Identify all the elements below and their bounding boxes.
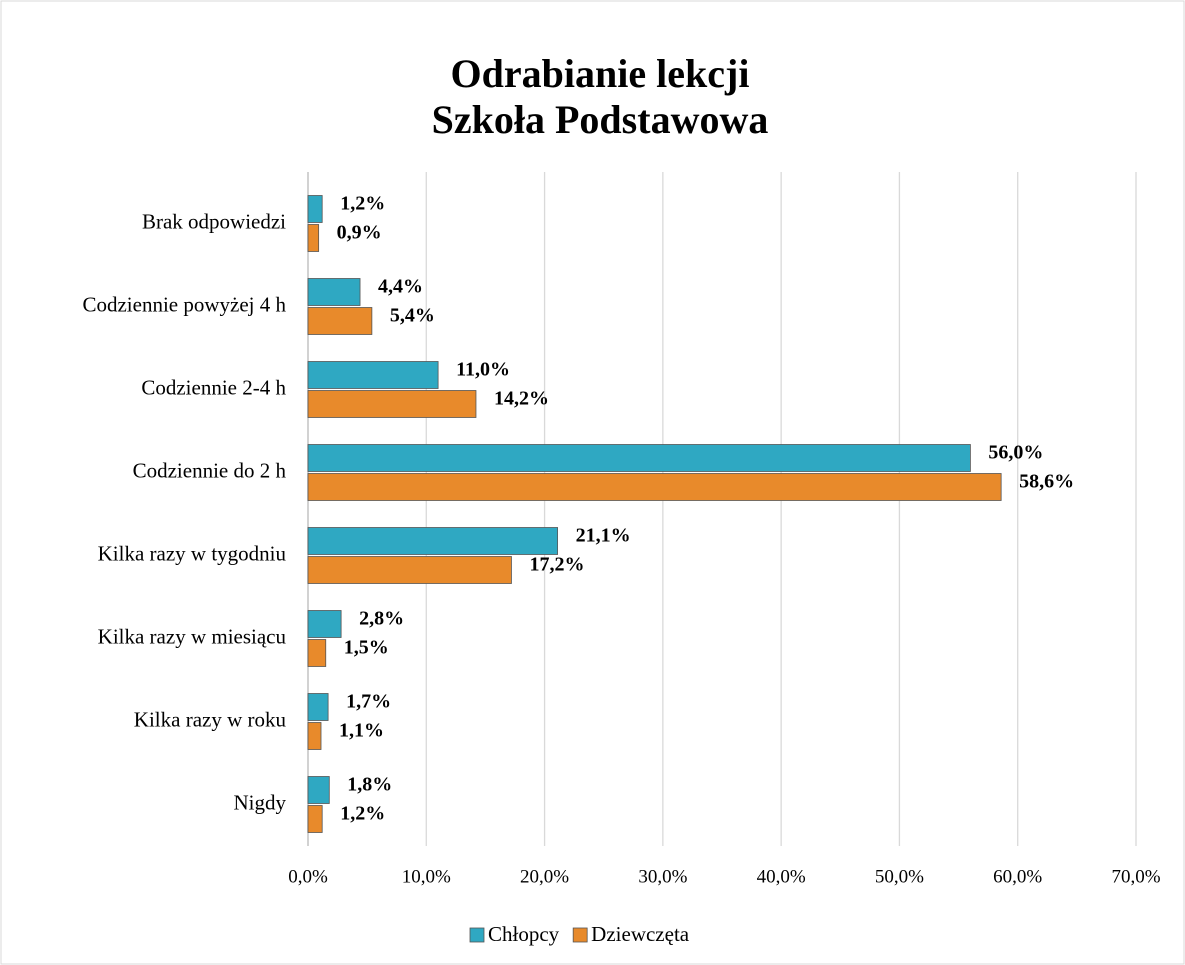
value-label: 17,2% [529,554,584,576]
y-tick-label: Codziennie 2-4 h [141,375,286,399]
value-label: 1,7% [346,691,391,713]
bar [307,556,512,584]
bar [307,307,373,335]
x-tick-label: 70,0% [1111,866,1160,887]
bar [307,639,327,667]
bar [307,278,361,306]
bar [307,224,320,252]
x-tick-label: 30,0% [638,866,687,887]
bar [307,805,323,833]
legend-label: Dziewczęta [591,922,690,946]
value-label: 5,4% [390,305,435,327]
value-label: 1,8% [347,774,392,796]
bar [307,444,971,472]
y-tick-label: Codziennie powyżej 4 h [82,292,286,316]
y-tick-label: Nigdy [234,790,287,814]
bar [307,195,323,223]
bar [307,390,477,418]
y-tick-label: Kilka razy w tygodniu [98,541,287,565]
y-tick-label: Brak odpowiedzi [142,209,286,233]
bar [307,693,329,721]
x-tick-label: 40,0% [757,866,806,887]
chart-title: Odrabianie lekcji [451,51,750,96]
bar [307,527,558,555]
bar [307,722,322,750]
value-label: 1,2% [340,193,385,215]
x-tick-label: 0,0% [288,866,328,887]
value-label: 1,1% [339,720,384,742]
bar [307,361,439,389]
y-tick-label: Kilka razy w roku [134,707,287,731]
value-label: 4,4% [378,276,423,298]
value-label: 1,2% [340,803,385,825]
y-tick-label: Kilka razy w miesiącu [98,624,287,648]
value-label: 58,6% [1019,471,1074,493]
value-label: 21,1% [576,525,631,547]
legend-swatch [469,927,485,943]
value-label: 1,5% [344,637,389,659]
value-label: 2,8% [359,608,404,630]
legend-label: Chłopcy [488,922,560,946]
bar [307,776,330,804]
legend-swatch [572,927,588,943]
x-tick-label: 60,0% [993,866,1042,887]
value-label: 56,0% [988,442,1043,464]
x-tick-label: 50,0% [875,866,924,887]
x-tick-label: 20,0% [520,866,569,887]
y-tick-label: Codziennie do 2 h [133,458,287,482]
x-tick-label: 10,0% [402,866,451,887]
bar [307,610,342,638]
chart-subtitle: Szkoła Podstawowa [432,97,769,142]
value-label: 11,0% [456,359,510,381]
bar [307,473,1002,501]
value-label: 0,9% [337,222,382,244]
value-label: 14,2% [494,388,549,410]
